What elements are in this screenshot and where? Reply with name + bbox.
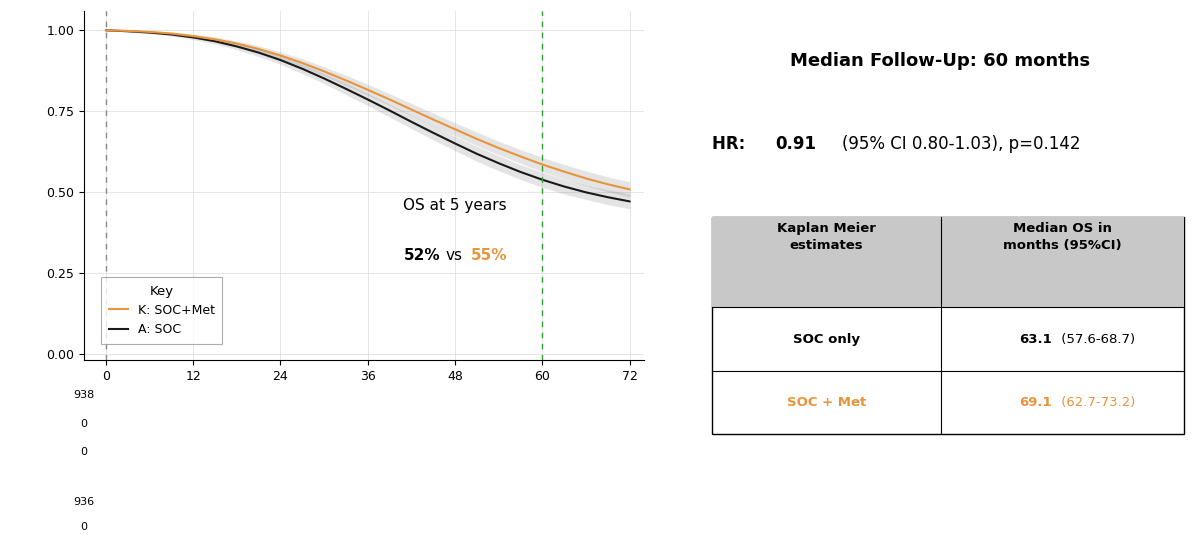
Bar bbox=[941, 217, 1184, 307]
Text: 55%: 55% bbox=[470, 248, 508, 263]
Text: (95% CI 0.80-1.03), p=0.142: (95% CI 0.80-1.03), p=0.142 bbox=[841, 135, 1080, 153]
Text: HR:: HR: bbox=[713, 135, 751, 153]
Text: 0.91: 0.91 bbox=[775, 135, 817, 153]
Text: 52%: 52% bbox=[403, 248, 440, 263]
Text: 938: 938 bbox=[73, 390, 95, 400]
Text: vs: vs bbox=[445, 248, 462, 263]
Text: 69.1: 69.1 bbox=[1020, 396, 1052, 409]
Bar bbox=[713, 217, 941, 307]
Text: 63.1: 63.1 bbox=[1019, 332, 1052, 345]
Text: 0: 0 bbox=[80, 447, 88, 457]
Text: Median OS in
months (95%CI): Median OS in months (95%CI) bbox=[1003, 223, 1122, 252]
Text: SOC + Met: SOC + Met bbox=[787, 396, 866, 409]
Text: 936: 936 bbox=[73, 497, 95, 507]
Text: 0: 0 bbox=[80, 419, 88, 428]
Text: SOC only: SOC only bbox=[793, 332, 860, 345]
Text: OS at 5 years: OS at 5 years bbox=[403, 198, 508, 213]
Text: (62.7-73.2): (62.7-73.2) bbox=[1057, 396, 1135, 409]
Bar bbox=[713, 217, 1184, 434]
Text: (57.6-68.7): (57.6-68.7) bbox=[1057, 332, 1135, 345]
Legend: K: SOC+Met, A: SOC: K: SOC+Met, A: SOC bbox=[102, 277, 222, 344]
Text: Median Follow-Up: 60 months: Median Follow-Up: 60 months bbox=[791, 52, 1091, 70]
Text: 0: 0 bbox=[80, 522, 88, 532]
Text: Kaplan Meier
estimates: Kaplan Meier estimates bbox=[778, 223, 876, 252]
